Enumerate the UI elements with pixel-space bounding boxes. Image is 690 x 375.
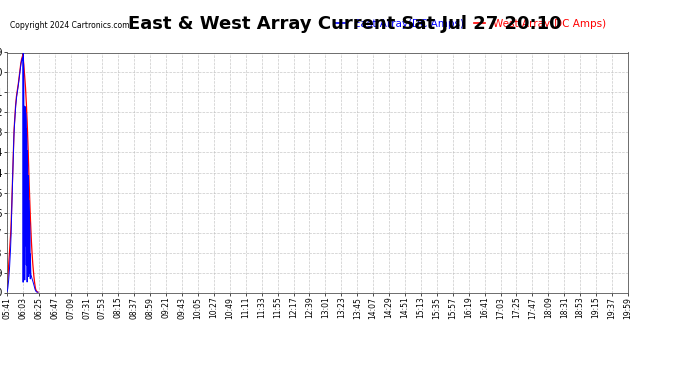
Text: Copyright 2024 Cartronics.com: Copyright 2024 Cartronics.com — [10, 21, 130, 30]
Legend: East Array(DC Amps), West Array(DC Amps): East Array(DC Amps), West Array(DC Amps) — [331, 15, 610, 33]
Text: East & West Array Current Sat Jul 27 20:10: East & West Array Current Sat Jul 27 20:… — [128, 15, 562, 33]
